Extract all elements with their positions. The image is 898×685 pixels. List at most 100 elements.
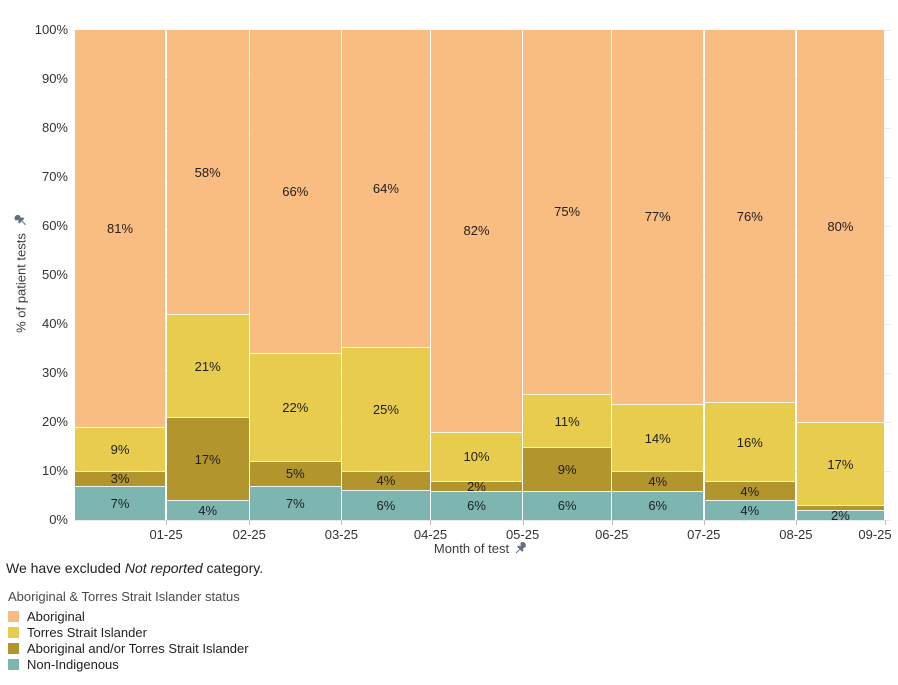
legend-item[interactable]: Torres Strait Islander — [8, 624, 249, 640]
bar-segment-label: 2% — [831, 508, 850, 524]
bar-segment-label: 76% — [736, 208, 763, 224]
bar-segment[interactable]: 25% — [342, 346, 430, 471]
exclusion-note: We have excluded Not reported category. — [6, 560, 263, 576]
x-axis-tick — [430, 520, 432, 525]
bar-segment[interactable]: 4% — [612, 471, 704, 491]
legend-item[interactable]: Aboriginal — [8, 608, 249, 624]
x-axis-tick — [611, 520, 613, 525]
x-axis-tick — [341, 520, 343, 525]
bar-segment[interactable]: 14% — [612, 403, 704, 472]
bar-segment-label: 7% — [110, 495, 130, 511]
bar-segment[interactable]: 16% — [704, 402, 796, 481]
bar-segment[interactable]: 7% — [74, 485, 166, 520]
bar: 76% 16% 4% 4% — [704, 30, 796, 520]
bar-segment[interactable]: 80% — [796, 30, 885, 422]
x-tick-label: 03-25 — [324, 527, 358, 542]
bar-segment-label: 64% — [372, 180, 399, 196]
bar: 80% 17% 2% — [796, 30, 885, 524]
bar-segment[interactable]: 6% — [523, 490, 611, 520]
bar-segment-label: 11% — [554, 413, 580, 429]
bar-segment[interactable]: 21% — [166, 314, 249, 418]
bar-segment[interactable]: 6% — [342, 490, 430, 520]
bar-segment-label: 5% — [285, 466, 305, 482]
legend-title: Aboriginal & Torres Strait Islander stat… — [8, 589, 240, 604]
bar-segment[interactable] — [796, 505, 885, 511]
x-tick-label: 05-25 — [505, 527, 540, 542]
bar-segment[interactable]: 4% — [166, 500, 249, 520]
y-tick-label: 20% — [41, 414, 68, 429]
bar-segment[interactable]: 17% — [796, 422, 885, 506]
x-tick-label: 07-25 — [687, 527, 721, 542]
gridline — [74, 520, 891, 521]
bar-segment[interactable]: 4% — [704, 500, 796, 520]
x-axis-tick — [885, 520, 886, 525]
bar-segment[interactable]: 17% — [166, 417, 249, 501]
x-axis-tick — [249, 520, 251, 525]
x-tick-label: 02-25 — [232, 527, 266, 542]
bar-segment-label: 6% — [376, 498, 396, 514]
bar-segment[interactable]: 4% — [704, 480, 796, 501]
note-italic: Not reported — [124, 560, 203, 576]
bar-segment[interactable]: 58% — [166, 30, 249, 315]
x-tick-label: 08-25 — [779, 527, 813, 542]
bar-segment[interactable]: 82% — [431, 30, 522, 432]
y-axis-title-label: % of patient tests — [13, 233, 29, 333]
y-tick-label: 80% — [41, 120, 68, 135]
x-axis-title: Month of test — [434, 541, 527, 556]
bar-segment-label: 6% — [467, 498, 486, 514]
y-tick-label: 30% — [41, 365, 68, 380]
bar-segment[interactable]: 66% — [250, 30, 341, 354]
bar-segment-label: 4% — [740, 503, 760, 519]
bar-segment-label: 4% — [648, 474, 668, 490]
bar-segment-label: 7% — [285, 495, 305, 511]
x-tick-label: 06-25 — [595, 527, 629, 542]
bar-segment-label: 16% — [736, 434, 763, 450]
legend-swatch — [8, 642, 19, 654]
bar-segment-label: 9% — [110, 441, 130, 457]
bar-segment-label: 6% — [648, 498, 668, 514]
bar-segment[interactable]: 6% — [431, 490, 522, 520]
legend-item-label: Aboriginal — [27, 608, 85, 624]
bar-segment[interactable]: 9% — [523, 447, 611, 491]
legend-swatch — [8, 658, 19, 670]
bar-segment[interactable]: 22% — [250, 353, 341, 462]
note-suffix: category. — [202, 560, 264, 576]
legend-item[interactable]: Non-Indigenous — [8, 656, 249, 672]
pin-icon[interactable] — [14, 215, 28, 228]
bar-segment[interactable]: 76% — [704, 30, 796, 403]
bar-segment[interactable]: 64% — [342, 30, 430, 347]
bar-segment-label: 25% — [372, 401, 399, 417]
bar-segment[interactable]: 2% — [796, 508, 885, 524]
legend-item-label: Torres Strait Islander — [27, 624, 147, 640]
bar-segment-label: 4% — [376, 473, 396, 489]
bar-segment[interactable]: 81% — [74, 30, 166, 427]
y-axis-title: % of patient tests — [14, 215, 29, 333]
y-tick-label: 50% — [41, 267, 68, 282]
bar-segment[interactable]: 2% — [431, 480, 522, 493]
bar-segment-label: 14% — [644, 430, 671, 446]
bar-segment-label: 81% — [107, 220, 134, 236]
bar-segment-label: 6% — [557, 498, 577, 514]
x-axis-tick — [703, 520, 705, 525]
note-prefix: We have excluded — [6, 560, 125, 576]
pin-icon[interactable] — [513, 542, 527, 555]
bar-segment[interactable]: 77% — [612, 30, 704, 404]
bar-segment[interactable]: 9% — [74, 426, 166, 471]
bar-segment[interactable]: 6% — [612, 490, 704, 520]
bar-segment[interactable]: 3% — [74, 470, 166, 486]
bar-segment[interactable]: 4% — [342, 470, 430, 491]
bar-segment[interactable]: 75% — [523, 30, 611, 394]
legend-item[interactable]: Aboriginal and/or Torres Strait Islander — [8, 640, 249, 656]
bar-segment[interactable]: 5% — [250, 461, 341, 486]
bar-segment[interactable]: 7% — [250, 485, 341, 520]
bar-segment-label: 10% — [463, 449, 490, 465]
bar-segment[interactable]: 10% — [431, 431, 522, 481]
bar-segment-label: 66% — [282, 184, 309, 200]
bar-segment-label: 77% — [644, 209, 671, 225]
bar: 81% 9% 3% 7% — [74, 30, 166, 520]
legend-item-label: Non-Indigenous — [27, 656, 119, 672]
bar-segment[interactable]: 11% — [523, 393, 611, 448]
x-axis-tick — [166, 520, 168, 525]
y-tick-label: 70% — [41, 169, 68, 184]
